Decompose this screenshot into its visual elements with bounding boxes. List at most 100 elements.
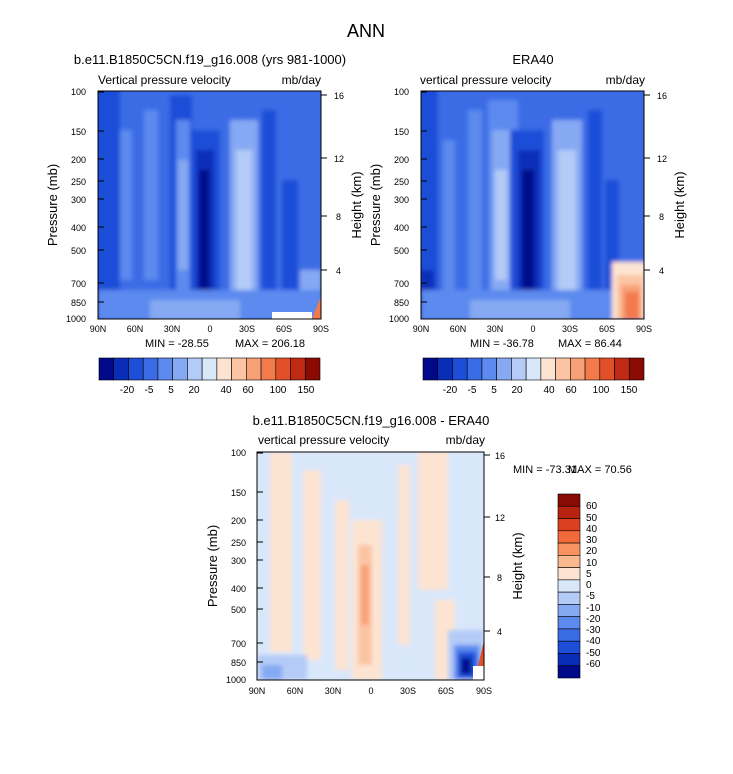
colorbar-label: -10	[586, 603, 601, 614]
colorbar-label: -20	[586, 614, 601, 625]
panel-era40-ylabel: Pressure (mb)	[368, 164, 383, 246]
panel-era40-title: ERA40	[512, 52, 553, 67]
x-tick: 60S	[438, 686, 454, 696]
colorbar-swatch	[557, 665, 581, 679]
colorbar-swatch	[201, 357, 218, 381]
colorbar-swatch	[557, 616, 581, 630]
colorbar-label: 150	[621, 385, 638, 396]
panel-difference-min: MIN = -73.31	[513, 464, 577, 476]
colorbar-swatch	[557, 640, 581, 654]
colorbar-label: 5	[491, 385, 497, 396]
panel-difference-ylabel-right: Height (km)	[510, 532, 525, 599]
panel-era40-left-ticks: 100 150 200 250 300 400 500 700 850 1000	[389, 87, 427, 324]
y-tick: 150	[71, 127, 86, 137]
colorbar-swatch	[540, 357, 556, 381]
panel-era40-max: MAX = 86.44	[558, 338, 622, 350]
panel-model-subtitle-left: Vertical pressure velocity	[98, 73, 231, 87]
colorbar-label: 5	[586, 569, 592, 580]
colorbar-label: 40	[586, 524, 598, 535]
colorbar-label: 20	[586, 546, 598, 557]
colorbar-swatch	[113, 357, 129, 381]
colorbar-swatch	[98, 357, 115, 381]
x-tick: 0	[368, 686, 373, 696]
x-tick: 30N	[164, 324, 181, 334]
x-tick: 30S	[562, 324, 578, 334]
x-tick: 90N	[413, 324, 430, 334]
x-tick: 60N	[287, 686, 304, 696]
x-tick: 90N	[249, 686, 266, 696]
colorbar-swatch	[614, 357, 630, 381]
colorbar-label: -20	[120, 385, 135, 396]
height-tick: 4	[659, 266, 664, 276]
height-tick: 12	[495, 513, 505, 523]
colorbar-label: 100	[593, 385, 610, 396]
y-tick: 200	[394, 155, 409, 165]
panel-model-ylabel-right: Height (km)	[349, 171, 364, 238]
colorbar-swatch	[290, 357, 306, 381]
colorbar-swatch	[275, 357, 291, 381]
panel-model-right-ticks: 4 8 12 16	[321, 91, 344, 276]
colorbar-swatch	[172, 357, 188, 381]
colorbar-label: -5	[468, 385, 477, 396]
y-tick: 100	[394, 87, 409, 97]
colorbar-swatch	[260, 357, 277, 381]
y-tick: 700	[231, 639, 246, 649]
colorbar-swatch	[557, 542, 581, 556]
panel-model-ylabel: Pressure (mb)	[45, 164, 60, 246]
x-tick: 90S	[476, 686, 492, 696]
y-tick: 400	[71, 223, 86, 233]
colorbar-label: 50	[586, 513, 598, 524]
colorbar-swatch	[216, 357, 232, 381]
panel-model-title: b.e11.B1850C5CN.f19_g16.008 (yrs 981-100…	[74, 52, 346, 67]
colorbar-swatch	[496, 357, 512, 381]
y-tick: 500	[71, 246, 86, 256]
x-tick: 30N	[487, 324, 504, 334]
panel-difference-field	[257, 452, 484, 680]
x-tick: 30S	[400, 686, 416, 696]
colorbar-swatch	[304, 357, 321, 381]
panel-difference-colorbar-labels: 60 50 40 30 20 10 5 0 -5 -10 -20 -30 -40…	[586, 501, 601, 670]
colorbar-swatch	[511, 357, 527, 381]
height-tick: 4	[336, 266, 341, 276]
colorbar-swatch	[570, 357, 586, 381]
colorbar-label: -30	[586, 625, 601, 636]
height-tick: 8	[336, 212, 341, 222]
panel-model-field	[98, 91, 321, 319]
y-tick: 100	[71, 87, 86, 97]
colorbar-swatch	[231, 357, 247, 381]
colorbar-label: -50	[586, 648, 601, 659]
y-tick: 300	[231, 556, 246, 566]
panel-difference-subtitle-left: vertical pressure velocity	[258, 433, 389, 447]
height-tick: 8	[659, 212, 664, 222]
y-tick: 150	[231, 488, 246, 498]
colorbar-label: 0	[586, 580, 592, 591]
colorbar-swatch	[555, 357, 571, 381]
panel-difference-left-ticks: 100 150 200 250 300 400 500 700 850 1000	[226, 448, 263, 685]
colorbar-label: 40	[543, 385, 555, 396]
colorbar-label: 10	[586, 558, 598, 569]
y-tick: 250	[231, 538, 246, 548]
height-tick: 16	[334, 91, 344, 101]
colorbar-swatch	[557, 555, 581, 568]
panel-difference-title: b.e11.B1850C5CN.f19_g16.008 - ERA40	[253, 413, 490, 428]
colorbar-swatch	[466, 357, 483, 381]
colorbar-swatch	[142, 357, 159, 381]
height-tick: 4	[497, 627, 502, 637]
x-tick: 60S	[599, 324, 615, 334]
colorbar-swatch	[557, 604, 581, 617]
colorbar-label: 30	[586, 535, 598, 546]
colorbar-swatch	[246, 357, 262, 381]
panel-era40-subtitle-right: mb/day	[606, 73, 645, 87]
panel-era40-ylabel-right: Height (km)	[672, 171, 687, 238]
panel-model-subtitle-right: mb/day	[282, 73, 321, 87]
colorbar-swatch	[157, 357, 173, 381]
y-tick: 300	[71, 195, 86, 205]
colorbar-swatch	[437, 357, 453, 381]
colorbar-swatch	[557, 518, 581, 532]
colorbar-label: 60	[565, 385, 577, 396]
colorbar-swatch	[584, 357, 601, 381]
y-tick: 850	[231, 658, 246, 668]
y-tick: 1000	[226, 675, 246, 685]
y-tick: 700	[71, 279, 86, 289]
x-tick: 30N	[325, 686, 342, 696]
